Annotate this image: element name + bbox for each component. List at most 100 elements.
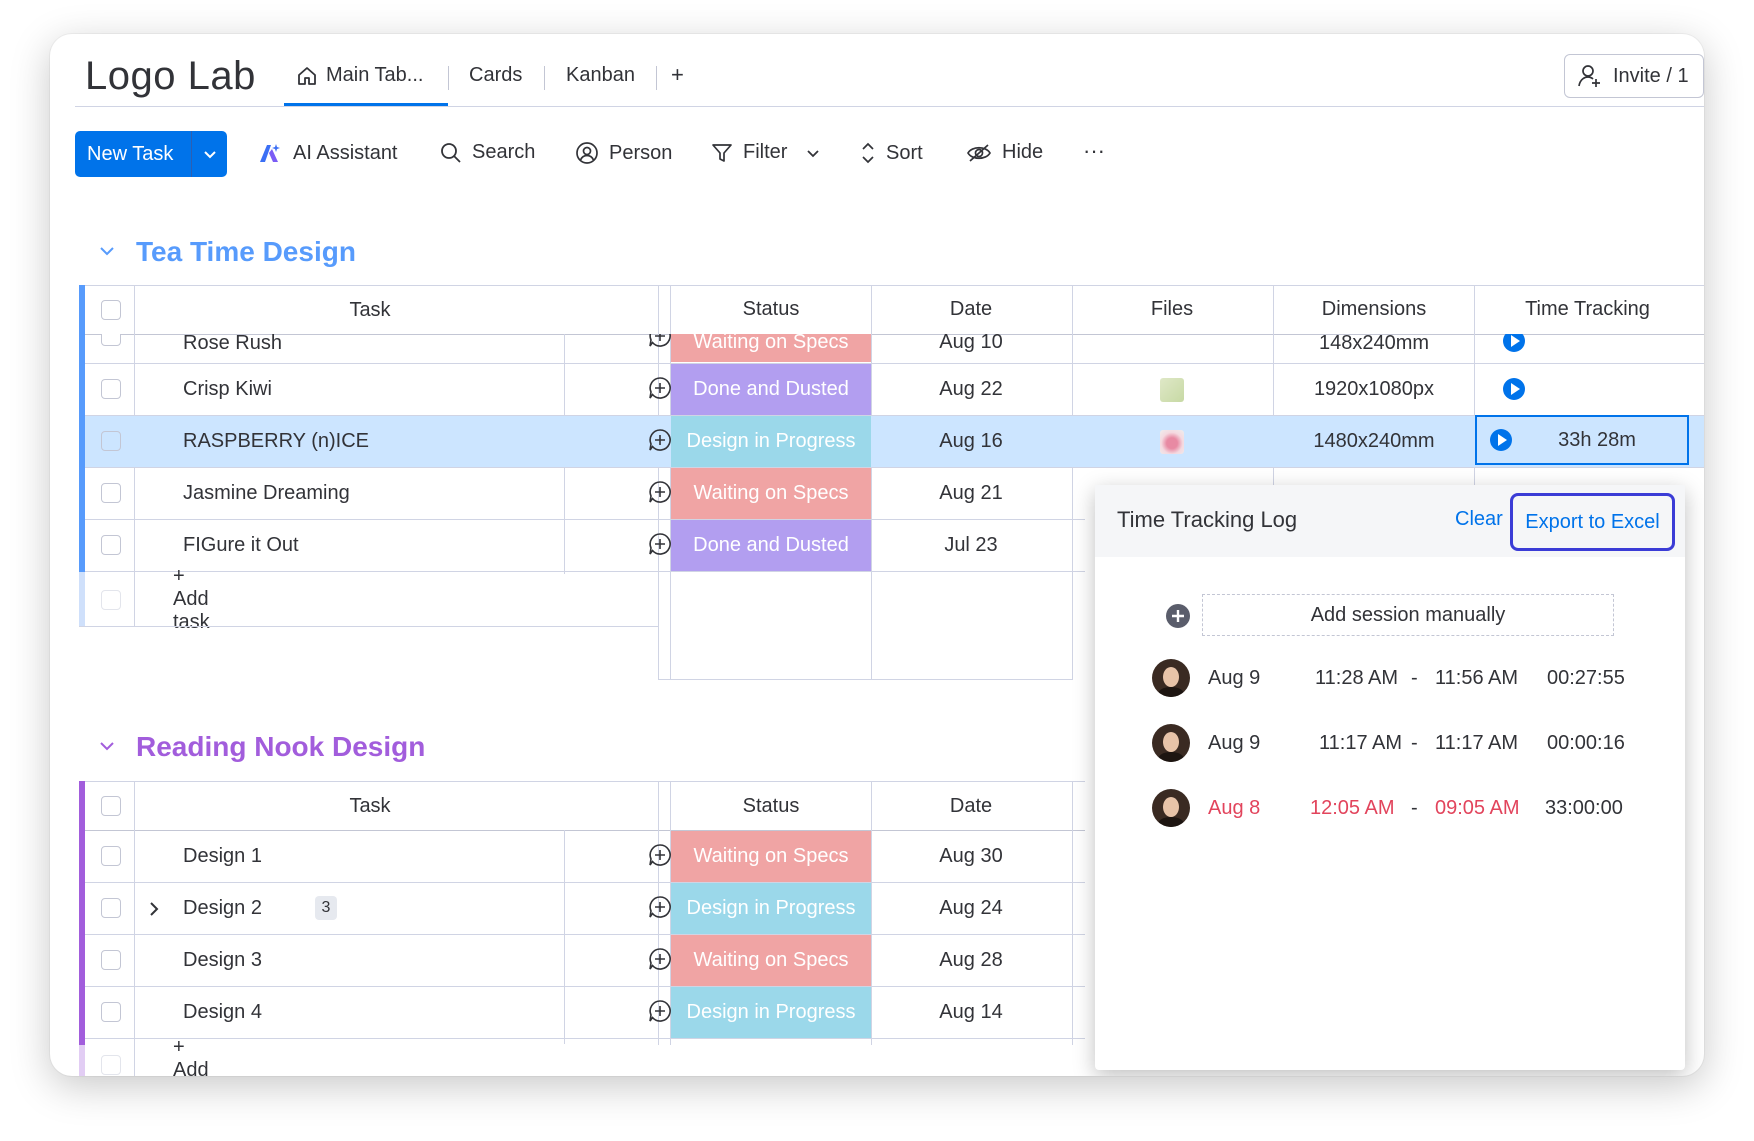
add-session-manually-button[interactable]: Add session manually — [1202, 594, 1614, 636]
status-label[interactable]: Design in Progress — [671, 987, 871, 1038]
table-row[interactable]: FIGure it Out Done and Dusted Jul 23 — [85, 520, 1085, 571]
sort-button[interactable]: Sort — [860, 141, 923, 165]
session-row[interactable]: Aug 9 11:17 AM - 11:17 AM 00:00:16 — [1095, 720, 1685, 766]
tab-kanban[interactable]: Kanban — [566, 64, 635, 87]
task-name[interactable]: Design 3 — [183, 949, 262, 971]
date-cell[interactable]: Aug 30 — [939, 845, 1003, 867]
group-collapse-chevron-icon[interactable] — [98, 737, 116, 761]
add-update-icon[interactable] — [648, 334, 672, 348]
more-label: ··· — [1083, 138, 1105, 163]
task-name[interactable]: FIGure it Out — [183, 534, 299, 556]
export-to-excel-button[interactable]: Export to Excel — [1510, 493, 1675, 551]
add-update-icon[interactable] — [648, 947, 672, 971]
table-row[interactable]: Rose Rush Waiting on Specs Aug 10 148x24… — [85, 334, 1704, 364]
group-collapse-chevron-icon[interactable] — [98, 242, 116, 266]
more-options-button[interactable]: ··· — [1083, 138, 1105, 164]
chevron-down-icon[interactable] — [805, 145, 821, 161]
filter-icon — [712, 143, 732, 162]
task-name[interactable]: Rose Rush — [183, 334, 282, 354]
date-cell[interactable]: Aug 22 — [939, 378, 1003, 400]
tab-main-table[interactable]: Main Tab... — [296, 64, 423, 87]
table-row[interactable]: Design 2 3 Design in Progress Aug 24 — [85, 883, 1085, 934]
row-checkbox[interactable] — [101, 431, 121, 451]
timer-play-icon[interactable] — [1490, 429, 1512, 451]
date-cell[interactable]: Aug 28 — [939, 949, 1003, 971]
add-session-plus-icon[interactable] — [1165, 603, 1191, 629]
file-thumbnail[interactable] — [1160, 378, 1184, 402]
select-all-checkbox[interactable] — [101, 796, 121, 816]
clear-button[interactable]: Clear — [1455, 508, 1503, 530]
row-checkbox[interactable] — [101, 846, 121, 866]
status-label[interactable]: Waiting on Specs — [671, 831, 871, 882]
session-row[interactable]: Aug 9 11:28 AM - 11:56 AM 00:27:55 — [1095, 655, 1685, 701]
dimensions-cell[interactable]: 1480x240mm — [1313, 430, 1435, 452]
new-task-button[interactable]: New Task — [75, 131, 227, 177]
tab-label: Main Tab... — [326, 64, 424, 86]
status-label[interactable]: Waiting on Specs — [671, 334, 871, 362]
expand-subitems-chevron-icon[interactable] — [147, 900, 161, 918]
ai-assistant-button[interactable]: AI Assistant — [257, 141, 398, 165]
table-row-selected[interactable]: RASPBERRY (n)ICE Design in Progress Aug … — [85, 415, 1704, 467]
row-checkbox[interactable] — [101, 379, 121, 399]
dimensions-cell[interactable]: 148x240mm — [1318, 334, 1430, 354]
time-tracking-cell-focused[interactable]: 33h 28m — [1475, 415, 1689, 465]
status-label[interactable]: Waiting on Specs — [671, 468, 871, 519]
table-row[interactable]: Jasmine Dreaming Waiting on Specs Aug 21 — [85, 468, 1085, 519]
status-label[interactable]: Done and Dusted — [671, 364, 871, 415]
task-name[interactable]: Crisp Kiwi — [183, 378, 272, 400]
date-cell[interactable]: Aug 10 — [939, 334, 1003, 353]
status-label[interactable]: Design in Progress — [671, 416, 871, 467]
add-update-icon[interactable] — [648, 843, 672, 867]
row-checkbox[interactable] — [101, 898, 121, 918]
timer-play-icon[interactable] — [1503, 334, 1525, 352]
hide-button[interactable]: Hide — [966, 141, 1043, 164]
search-button[interactable]: Search — [440, 141, 535, 164]
add-update-icon[interactable] — [648, 999, 672, 1023]
task-name[interactable]: Design 4 — [183, 1001, 262, 1023]
status-label[interactable]: Design in Progress — [671, 883, 871, 934]
session-row[interactable]: Aug 8 12:05 AM - 09:05 AM 33:00:00 — [1095, 785, 1685, 831]
table-row[interactable]: Design 1 Waiting on Specs Aug 30 — [85, 831, 1085, 882]
dimensions-cell[interactable]: 1920x1080px — [1313, 378, 1435, 400]
task-name[interactable]: Design 2 — [183, 897, 262, 919]
table-row[interactable]: Crisp Kiwi Done and Dusted Aug 22 1920x1… — [85, 364, 1704, 415]
task-name[interactable]: Design 1 — [183, 845, 262, 867]
person-filter-button[interactable]: Person — [575, 141, 672, 165]
date-cell[interactable]: Aug 21 — [939, 482, 1003, 504]
add-update-icon[interactable] — [648, 532, 672, 556]
row-checkbox[interactable] — [101, 535, 121, 555]
date-cell[interactable]: Aug 16 — [939, 430, 1003, 452]
date-cell[interactable]: Jul 23 — [944, 534, 998, 556]
table-row[interactable]: Design 4 Design in Progress Aug 14 — [85, 987, 1085, 1038]
add-update-icon[interactable] — [648, 376, 672, 400]
date-cell[interactable]: Aug 24 — [939, 897, 1003, 919]
timer-play-icon[interactable] — [1503, 378, 1525, 400]
add-task-link[interactable]: + Add task — [173, 564, 210, 633]
add-update-icon[interactable] — [648, 428, 672, 452]
search-label: Search — [472, 141, 536, 163]
row-checkbox[interactable] — [101, 950, 121, 970]
add-view-button[interactable]: + — [671, 62, 684, 88]
row-checkbox[interactable] — [101, 1002, 121, 1022]
invite-button[interactable]: Invite / 1 — [1564, 54, 1704, 98]
task-name[interactable]: Jasmine Dreaming — [183, 482, 350, 504]
table-row[interactable]: Design 3 Waiting on Specs Aug 28 — [85, 935, 1085, 986]
add-update-icon[interactable] — [648, 480, 672, 504]
grid-line — [564, 830, 565, 1044]
date-cell[interactable]: Aug 14 — [939, 1001, 1003, 1023]
new-task-dropdown[interactable] — [192, 146, 227, 162]
task-name[interactable]: RASPBERRY (n)ICE — [183, 430, 369, 452]
file-thumbnail[interactable] — [1160, 430, 1184, 454]
row-checkbox[interactable] — [101, 334, 121, 346]
select-all-checkbox[interactable] — [101, 300, 121, 320]
group-title-reading-nook[interactable]: Reading Nook Design — [136, 731, 426, 762]
add-task-link[interactable]: + Add task — [173, 1035, 209, 1077]
row-checkbox[interactable] — [101, 483, 121, 503]
subitems-count-badge[interactable]: 3 — [315, 896, 337, 920]
status-label[interactable]: Waiting on Specs — [671, 935, 871, 986]
filter-button[interactable]: Filter — [711, 141, 821, 164]
tab-cards[interactable]: Cards — [469, 64, 522, 87]
status-label[interactable]: Done and Dusted — [671, 520, 871, 571]
group-title-tea-time[interactable]: Tea Time Design — [136, 236, 356, 267]
add-update-icon[interactable] — [648, 895, 672, 919]
